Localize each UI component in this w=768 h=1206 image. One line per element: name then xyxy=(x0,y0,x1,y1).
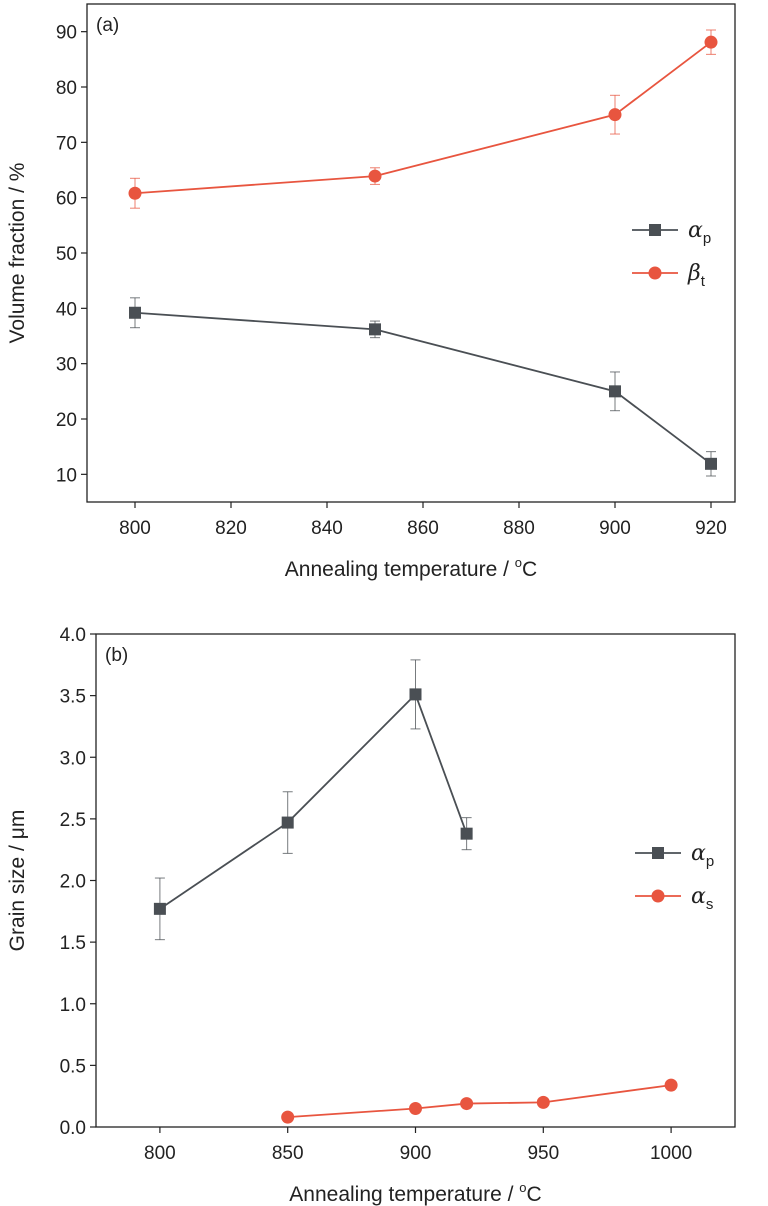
x-axis-label: Annealing temperature / oC xyxy=(289,1180,541,1206)
y-tick-label: 60 xyxy=(56,189,77,210)
data-point-square xyxy=(409,688,422,701)
data-point-circle xyxy=(536,1095,550,1109)
data-point-square xyxy=(153,902,166,915)
x-tick-label: 840 xyxy=(311,518,343,539)
data-point-circle xyxy=(128,186,142,200)
legend-label: αp xyxy=(688,218,711,247)
legend-marker-circle xyxy=(651,889,665,903)
legend: αp βt xyxy=(632,218,711,290)
series-p xyxy=(129,297,717,477)
data-point-circle xyxy=(281,1110,295,1124)
x-tick-label: 1000 xyxy=(650,1143,692,1164)
x-tick-label: 900 xyxy=(400,1143,432,1164)
series-line xyxy=(134,311,712,465)
data-point-circle xyxy=(608,108,622,122)
x-tick-label: 800 xyxy=(144,1143,176,1164)
y-tick-label: 1.5 xyxy=(60,933,86,954)
series-line xyxy=(134,41,712,195)
y-tick-label: 70 xyxy=(56,133,77,154)
y-tick-label: 80 xyxy=(56,78,77,99)
legend: αp αs xyxy=(635,841,714,913)
x-tick-label: 820 xyxy=(215,518,247,539)
data-point-square xyxy=(281,816,294,829)
series-t xyxy=(128,29,718,209)
data-point-circle xyxy=(368,169,382,183)
y-tick-label: 2.5 xyxy=(60,810,86,831)
x-tick-label: 850 xyxy=(272,1143,304,1164)
chart-panel-b: 800 850 900 950 1000 0.0 0.5 1.0 1.5 2.0 2.5 3.0 3.5… xyxy=(6,625,736,1206)
panel-label: (a) xyxy=(96,15,119,36)
legend-marker-square xyxy=(649,224,661,236)
data-point-square xyxy=(129,306,141,319)
y-tick-label: 30 xyxy=(56,355,77,376)
series-line xyxy=(159,692,468,910)
series-s xyxy=(281,1078,678,1124)
y-axis-label: Volume fraction / % xyxy=(6,163,29,344)
data-point-square xyxy=(460,827,473,840)
series-p xyxy=(153,659,473,941)
y-tick-label: 0.5 xyxy=(60,1056,86,1077)
y-tick-label: 3.0 xyxy=(60,748,86,769)
x-tick-label: 880 xyxy=(503,518,535,539)
y-tick-label: 20 xyxy=(56,410,77,431)
x-axis-label: Annealing temperature / oC xyxy=(285,555,537,581)
legend-label: βt xyxy=(687,261,706,290)
legend-label: αp xyxy=(691,841,714,870)
data-point-square xyxy=(609,385,621,398)
y-tick-label: 10 xyxy=(56,465,77,486)
y-tick-label: 50 xyxy=(56,244,77,265)
panel-label: (b) xyxy=(105,645,128,666)
data-point-circle xyxy=(460,1097,474,1111)
y-axis-label: Grain size / μm xyxy=(6,810,29,952)
x-tick-label: 900 xyxy=(599,518,631,539)
legend-label: αs xyxy=(691,884,713,913)
y-tick-label: 3.5 xyxy=(60,687,86,708)
x-tick-label: 920 xyxy=(695,518,727,539)
y-tick-label: 40 xyxy=(56,299,77,320)
series-line xyxy=(287,1084,672,1119)
data-point-circle xyxy=(409,1102,422,1116)
data-point-square xyxy=(705,457,717,470)
x-tick-label: 860 xyxy=(407,518,439,539)
chart-panel-a: 800 820 840 860 880 900 920 10 20 30 40 50 60 70 80 90 A… xyxy=(6,3,736,581)
y-tick-label: 4.0 xyxy=(60,625,86,646)
plot-frame xyxy=(86,3,736,503)
x-tick-label: 800 xyxy=(119,518,151,539)
y-tick-label: 1.0 xyxy=(60,995,86,1016)
data-point-circle xyxy=(664,1078,678,1092)
y-tick-label: 0.0 xyxy=(60,1118,86,1139)
x-tick-label: 950 xyxy=(527,1143,559,1164)
data-point-circle xyxy=(704,35,718,49)
y-tick-label: 2.0 xyxy=(60,872,86,893)
y-tick-label: 90 xyxy=(56,23,77,44)
data-point-square xyxy=(369,323,381,336)
legend-marker-circle xyxy=(648,266,662,280)
legend-marker-square xyxy=(652,847,664,859)
